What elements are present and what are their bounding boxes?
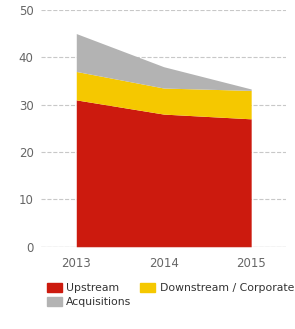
- Legend: Upstream, Acquisitions, Downstream / Corporate: Upstream, Acquisitions, Downstream / Cor…: [47, 283, 294, 307]
